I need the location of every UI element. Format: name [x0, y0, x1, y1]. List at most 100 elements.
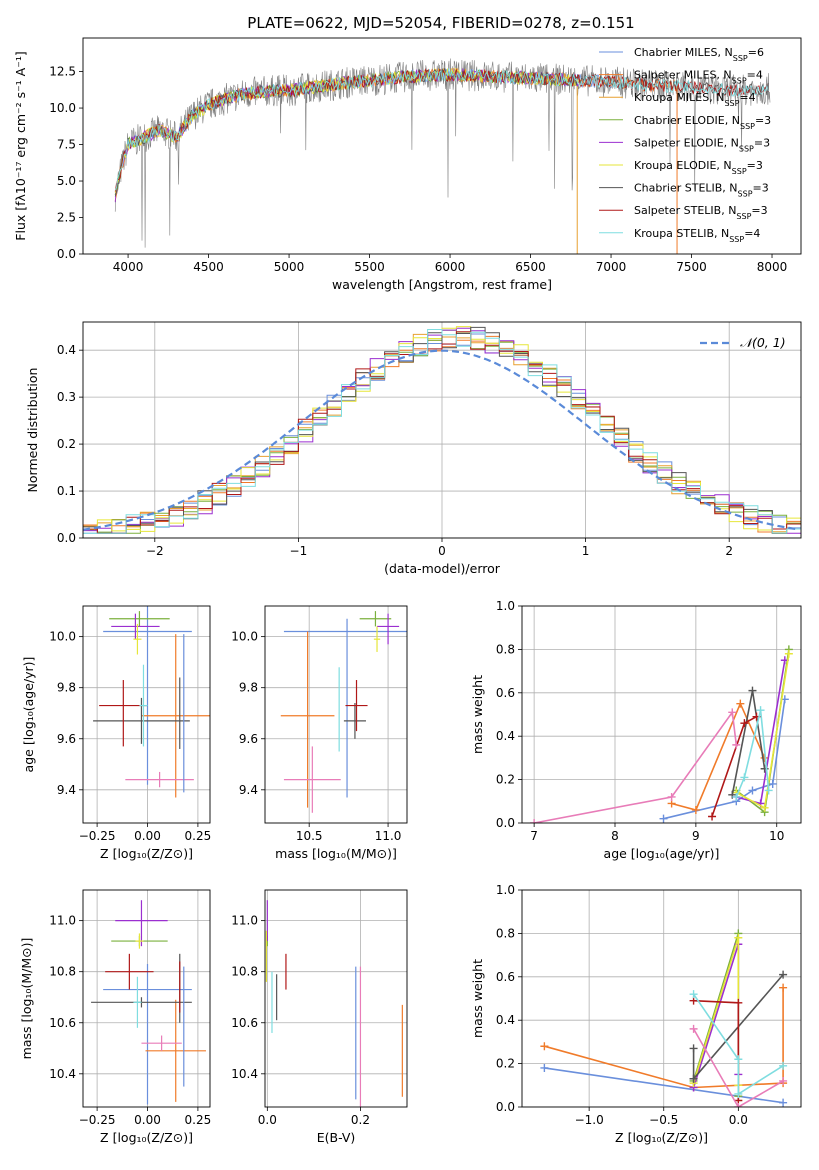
x-tick-label: 0.0: [729, 1113, 748, 1127]
residual-histogram-8: [83, 329, 801, 538]
weight-marker: [689, 1074, 698, 1083]
x-axis-label: mass [log₁₀(M/M⊙)]: [275, 846, 397, 861]
y-tick-label: 0.0: [496, 1100, 515, 1114]
age-vs-mass-plot-area: [265, 606, 407, 823]
mass-vs-EBV-panel: 0.0 0.2 10.4 10.6 10.8 11.0 E(B-V): [231, 889, 408, 1145]
weight-marker: [779, 1061, 788, 1070]
mass-vs-Z-plot-area: [83, 890, 210, 1107]
legend-entry: Salpeter STELIB, NSSP=3: [634, 204, 768, 221]
weight-marker: [779, 970, 788, 979]
y-tick-label: 7.5: [57, 138, 76, 152]
weight-line-7: [735, 710, 770, 798]
y-tick-label: 10.0: [49, 630, 76, 644]
y-axis-label: mass [log₁₀(M/M⊙)]: [19, 938, 34, 1060]
y-tick-label: 9.8: [57, 681, 76, 695]
spectrum-plot-area: [114, 58, 771, 254]
y-tick-label: 0.8: [496, 926, 515, 940]
weight-line-8: [533, 710, 738, 823]
y-tick-label: 5.0: [57, 174, 76, 188]
y-tick-label: 0.8: [496, 642, 515, 656]
mass-vs-EBV-plot-area: [265, 890, 407, 1107]
residuals-plot-area: [83, 322, 801, 538]
weight-marker: [734, 998, 743, 1007]
x-tick-label: 0.0: [258, 1113, 277, 1127]
axes-frame: [82, 321, 802, 539]
weight-line-3: [736, 660, 786, 805]
y-tick-label: 0.1: [57, 484, 76, 498]
x-tick-label: 4500: [193, 260, 224, 274]
weight-marker: [734, 1103, 743, 1107]
weight-marker: [691, 805, 700, 814]
y-axis-label: Normed distribution: [25, 368, 40, 493]
weight-marker: [689, 990, 698, 999]
weight-marker: [768, 779, 777, 788]
axes-frame: [82, 889, 211, 1108]
observed-spectrum: [114, 58, 771, 248]
y-tick-label: 11.0: [231, 914, 258, 928]
legend-entry: 𝒩(0, 1): [740, 335, 786, 350]
weight-marker: [667, 792, 676, 801]
x-tick-label: −0.5: [649, 1113, 678, 1127]
axes-frame: [264, 605, 408, 824]
weight-line-1: [671, 701, 766, 811]
y-axis-label: mass weight: [470, 959, 485, 1038]
axes-frame: [82, 37, 802, 255]
y-tick-label: 1.0: [496, 883, 515, 897]
weight-marker: [708, 812, 717, 821]
axes-frame: [521, 605, 802, 824]
axes-frame: [82, 605, 211, 824]
x-tick-label: 0.2: [351, 1113, 370, 1127]
y-tick-label: 0.0: [496, 816, 515, 830]
weight-marker: [734, 933, 743, 942]
x-tick-label: 5000: [274, 260, 305, 274]
model-spectrum-1: [114, 68, 676, 201]
x-tick-label: 8000: [757, 260, 788, 274]
model-spectrum-5: [114, 67, 580, 194]
weight-marker: [734, 1055, 743, 1064]
weight-line-4: [692, 937, 740, 1086]
residual-histogram-6: [83, 326, 801, 538]
x-axis-label: Z [log₁₀(Z/Z⊙)]: [615, 1130, 708, 1145]
weight-line-7: [692, 993, 784, 1096]
x-tick-label: 8: [611, 829, 619, 843]
age-vs-Z-panel: −0.25 0.00 0.25 9.4 9.6 9.8 10.0 Z [log₁₀(Z/Z⊙)…: [21, 605, 211, 861]
y-tick-label: 0.4: [496, 1013, 515, 1027]
y-tick-label: 9.6: [239, 732, 258, 746]
weight-marker: [540, 1042, 549, 1051]
weight-marker: [689, 1044, 698, 1053]
y-tick-label: 10.0: [231, 630, 258, 644]
weight-marker: [732, 792, 741, 801]
legend-entry: Kroupa ELODIE, NSSP=3: [634, 159, 763, 176]
weight-marker: [740, 773, 749, 782]
y-tick-label: 0.2: [496, 1057, 515, 1071]
y-axis-label: age [log₁₀(age/yr)]: [21, 657, 36, 773]
y-tick-label: 10.4: [49, 1067, 76, 1081]
x-tick-label: 10.5: [296, 829, 323, 843]
y-tick-label: 9.6: [57, 732, 76, 746]
normal-curve: [83, 349, 799, 531]
y-tick-label: 0.2: [496, 773, 515, 787]
y-tick-label: 10.0: [49, 101, 76, 115]
y-tick-label: 2.5: [57, 211, 76, 225]
weight-marker: [748, 686, 757, 695]
x-tick-label: −1: [290, 544, 308, 558]
x-tick-label: 1: [582, 544, 590, 558]
weight-marker: [760, 803, 769, 812]
model-spectrum-8: [114, 68, 769, 191]
y-tick-label: 9.4: [57, 783, 76, 797]
panels: 4000 4500 5000 5500 6000 6500 7000 7500 8000 0.0 2…: [13, 37, 802, 1145]
spectrum-legend: Chabrier MILES, NSSP=6 Salpeter MILES, NS…: [599, 46, 771, 243]
x-tick-label: 2: [725, 544, 733, 558]
x-axis-label: wavelength [Angstrom, rest frame]: [332, 277, 552, 292]
y-tick-label: 10.8: [49, 965, 76, 979]
weight-marker: [530, 819, 539, 823]
weight-marker: [779, 1098, 788, 1107]
x-tick-label: 7: [530, 829, 538, 843]
x-axis-label: (data-model)/error: [384, 561, 501, 576]
y-tick-label: 10.8: [231, 965, 258, 979]
mass-vs-Z-panel: −0.25 0.00 0.25 10.4 10.6 10.8 11.0 Z [log₁₀(Z/…: [19, 889, 211, 1145]
weight-marker: [736, 699, 745, 708]
weight-marker: [728, 790, 737, 799]
y-tick-label: 9.8: [239, 681, 258, 695]
